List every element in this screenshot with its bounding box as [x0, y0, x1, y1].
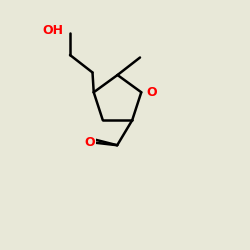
Text: O: O: [85, 136, 95, 149]
Text: O: O: [146, 86, 156, 99]
Text: OH: OH: [43, 24, 64, 36]
